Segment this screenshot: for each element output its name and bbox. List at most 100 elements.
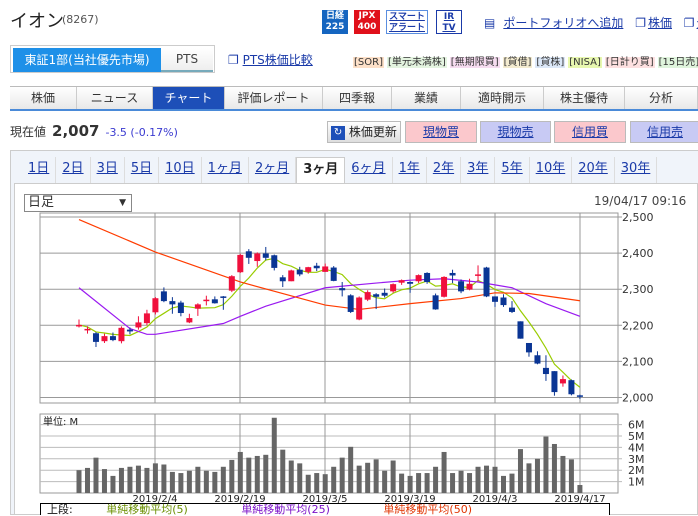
period-tab[interactable]: 1年 (393, 157, 427, 183)
refresh-icon: ↻ (331, 125, 346, 140)
period-tab[interactable]: 5日 (125, 157, 160, 183)
margin-buy-button[interactable]: 信用買 (554, 121, 626, 143)
volume-bar (314, 473, 320, 493)
volume-bar (271, 417, 277, 493)
volume-bar (254, 455, 260, 493)
smart-alert-button[interactable]: スマート アラート (386, 10, 428, 34)
volume-bar (93, 457, 99, 493)
period-tab[interactable]: 1ヶ月 (202, 157, 249, 183)
period-tab[interactable]: 10日 (159, 157, 202, 183)
period-tab[interactable]: 3年 (461, 157, 496, 183)
candle-body (305, 267, 312, 272)
date-tick-label: 2019/2/19 (214, 494, 265, 505)
nikkei225-badge[interactable]: 日経 225 (322, 10, 348, 34)
volume-bar (118, 467, 124, 493)
candle-body (492, 296, 499, 302)
price-plot-frame (39, 212, 619, 404)
window-icon: ❐ (683, 16, 695, 30)
badge-text: 日経 (325, 11, 344, 21)
period-tab[interactable]: 3ヶ月 (296, 157, 346, 183)
volume-bar (178, 473, 184, 493)
nav-tab[interactable]: チャート (153, 87, 225, 109)
candle-body (500, 297, 507, 306)
stock-code: (8267) (62, 13, 99, 26)
market-tab-tse1[interactable]: 東証1部(当社優先市場) (13, 48, 161, 72)
nav-tab[interactable]: 評価レポート (225, 87, 323, 109)
volume-bar (263, 454, 269, 493)
nav-tab[interactable]: 株価 (10, 87, 77, 109)
period-tab[interactable]: 6ヶ月 (345, 157, 393, 183)
nav-tab[interactable]: 株主優待 (544, 87, 625, 109)
price-label: 現在値 (10, 125, 47, 139)
candle-body (432, 295, 439, 310)
period-tab[interactable]: 10年 (530, 157, 573, 183)
market-tabs: 東証1部(当社優先市場) PTS (10, 45, 215, 73)
ir-tv-button[interactable]: IR TV (436, 10, 462, 34)
interval-value: 日足 (28, 195, 55, 210)
volume-bar (365, 462, 371, 493)
volume-bar (551, 443, 557, 493)
period-tab[interactable]: 5年 (495, 157, 530, 183)
main-nav: 株価 ニュース チャート 評価レポート 四季報 業績 適時開示 株主優待 分析 (10, 86, 698, 111)
nav-tab[interactable]: 業績 (392, 87, 461, 109)
candle-body (458, 281, 465, 292)
volume-bar (458, 470, 464, 493)
volume-bar (76, 470, 82, 493)
trade-tags: [SOR] [単元未満株] [無期限買] [貸借] [貸株] [NISA] [日計り買] [1… (353, 53, 698, 68)
nav-tab[interactable]: ニュース (77, 87, 153, 109)
volume-bar (373, 459, 379, 493)
market-tab-pts[interactable]: PTS (161, 48, 213, 72)
candle-body (237, 254, 244, 273)
volume-bar (407, 475, 413, 493)
candle-body (143, 313, 150, 324)
nav-tab[interactable]: 四季報 (323, 87, 392, 109)
portfolio-icon: ▤ (484, 16, 496, 30)
period-tab[interactable]: 3日 (91, 157, 125, 183)
ma-line (78, 257, 581, 388)
period-tab[interactable]: 20年 (572, 157, 615, 183)
cash-buy-button[interactable]: 現物買 (405, 121, 477, 143)
candle-body (245, 251, 252, 258)
period-tab[interactable]: 1日 (22, 157, 57, 183)
margin-sell-button[interactable]: 信用売 (630, 121, 698, 143)
interval-select[interactable]: 日足 ▼ (24, 194, 132, 212)
candle-body (279, 277, 286, 282)
refresh-price-button[interactable]: ↻ 株価更新 (327, 121, 401, 143)
volume-bar (212, 471, 218, 493)
stock-price-link[interactable]: 株価 (647, 16, 672, 30)
tag: [貸株] (535, 57, 566, 68)
date-tick-label: 2019/2/4 (133, 494, 178, 505)
period-tab[interactable]: 2年 (427, 157, 462, 183)
current-price: 2,007 (52, 122, 100, 140)
volume-bar (348, 446, 354, 493)
period-tab[interactable]: 2日 (56, 157, 91, 183)
candle-body (220, 296, 227, 298)
candle-body (407, 281, 414, 284)
candle-body (169, 301, 176, 305)
period-tab[interactable]: 30年 (615, 157, 658, 183)
add-portfolio-link[interactable]: ポートフォリオへ追加 (503, 16, 624, 30)
tag: [15日売] (657, 57, 698, 68)
candle-body (441, 276, 448, 297)
volume-bar (110, 475, 116, 493)
price-tick-label: 2,100 (622, 355, 654, 368)
nav-tab[interactable]: 適時開示 (461, 87, 544, 109)
legend-ma25: 単純移動平均(25) (241, 503, 330, 516)
candle-body (475, 274, 482, 276)
cash-sell-button[interactable]: 現物売 (480, 121, 551, 143)
volume-bar (322, 474, 328, 493)
volume-bar (390, 460, 396, 493)
jpx400-badge[interactable]: JPX 400 (354, 10, 380, 34)
candle-body (398, 280, 405, 283)
full-board-link[interactable]: 全板 (697, 16, 698, 30)
refresh-label: 株価更新 (348, 125, 397, 139)
price-tick-label: 2,300 (622, 283, 654, 296)
pts-compare-link[interactable]: PTS株価比較 (242, 53, 313, 67)
volume-tick-label: 4M (628, 441, 645, 454)
candle-body (466, 283, 473, 290)
candle-body (339, 288, 346, 291)
period-tab[interactable]: 2ヶ月 (249, 157, 297, 183)
volume-bar (517, 449, 523, 493)
candle-body (347, 295, 354, 312)
